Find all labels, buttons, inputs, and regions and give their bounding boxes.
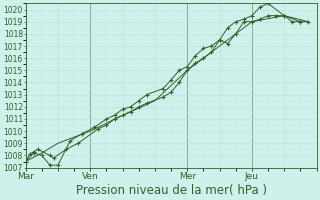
X-axis label: Pression niveau de la mer( hPa ): Pression niveau de la mer( hPa ) xyxy=(76,184,267,197)
